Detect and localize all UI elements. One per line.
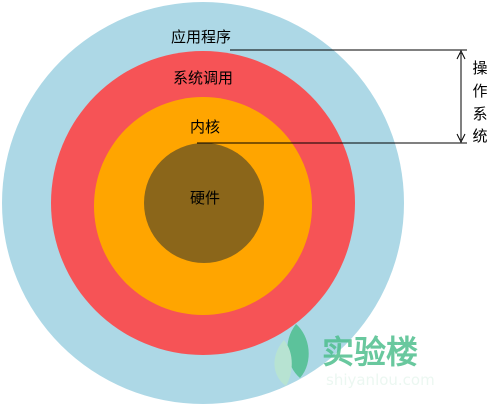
system-call-label: 系统调用	[173, 69, 233, 87]
hardware-core	[144, 143, 264, 263]
arrow-up-head	[456, 49, 466, 60]
leaf-shadow-icon	[274, 340, 292, 386]
os-label-char-4: 统	[472, 127, 487, 145]
leaf-icon	[287, 324, 309, 378]
watermark: 实验楼 shiyanlou.com	[274, 324, 435, 389]
os-label-char-2: 作	[472, 82, 487, 100]
hardware-label: 硬件	[190, 189, 220, 207]
watermark-name: 实验楼	[322, 333, 418, 371]
kernel-label: 内核	[190, 118, 220, 136]
os-label-char-3: 系	[472, 105, 487, 123]
arrow-down-head	[456, 133, 466, 144]
application-label: 应用程序	[171, 28, 231, 46]
watermark-domain: shiyanlou.com	[326, 371, 435, 389]
os-label-char-1: 操	[472, 59, 487, 77]
